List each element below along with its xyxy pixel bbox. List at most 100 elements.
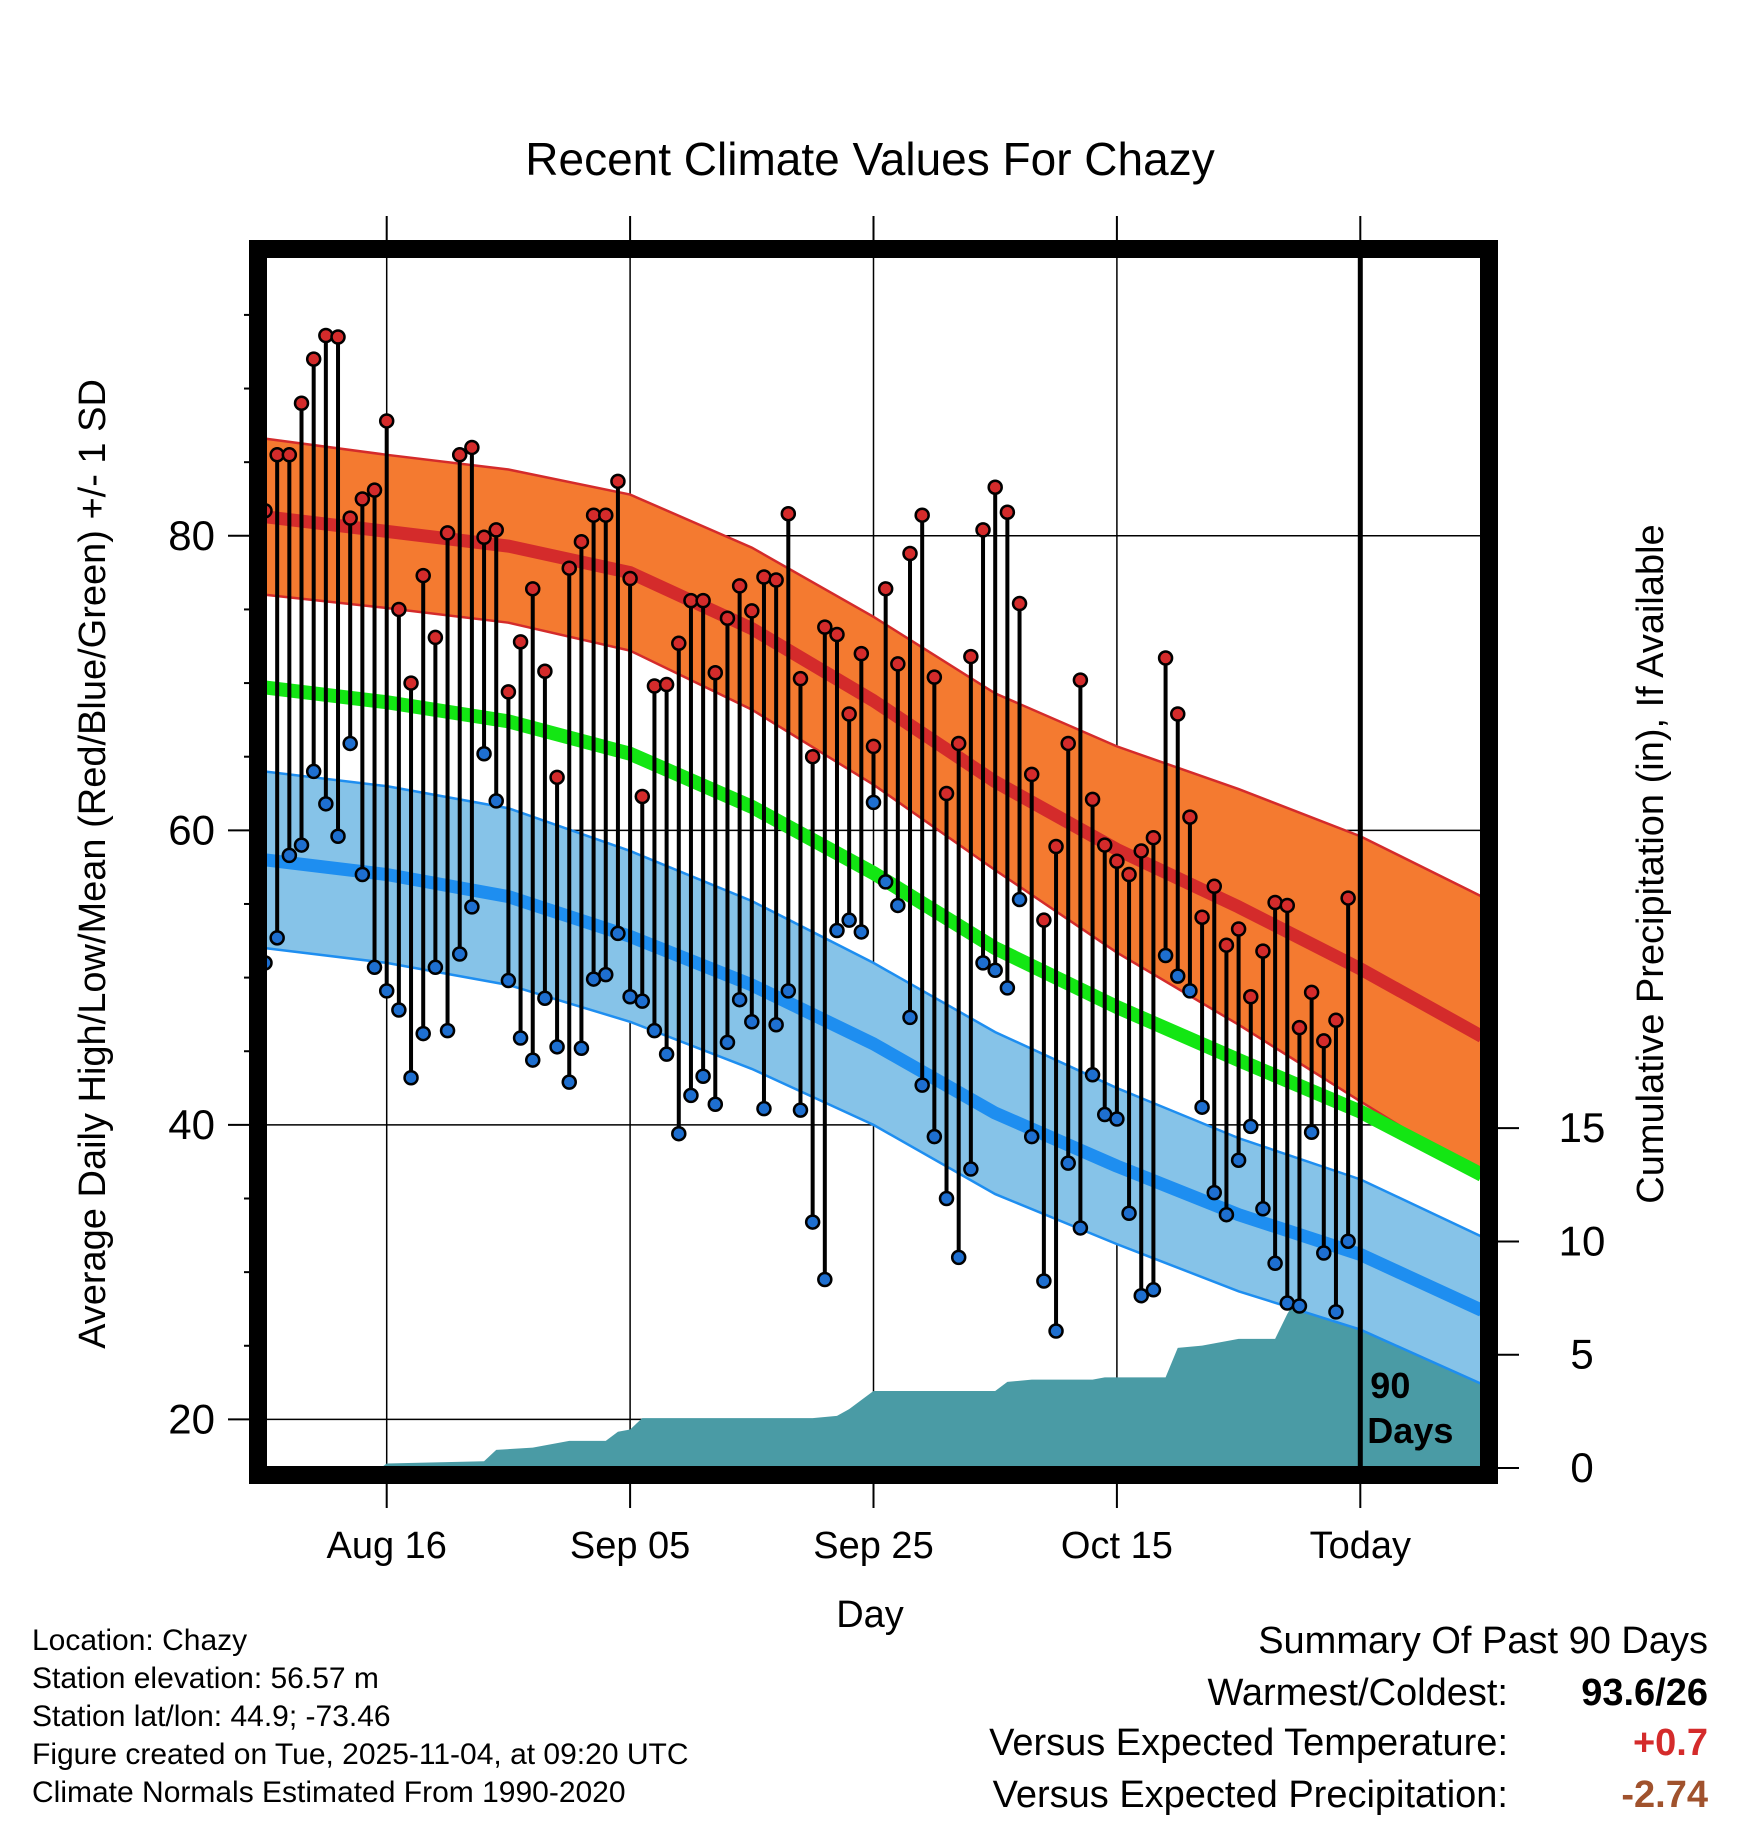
summary-warmest-coldest: Warmest/Coldest: 93.6/26 [1207, 1672, 1708, 1715]
high-marker [1194, 909, 1210, 925]
high-marker [451, 447, 468, 463]
high-marker [877, 581, 894, 597]
high-marker [318, 327, 334, 344]
x-tick-label: Sep 05 [570, 1525, 690, 1567]
low-marker [1023, 1128, 1040, 1145]
summary-precipitation: Versus Expected Precipitation: -2.74 [993, 1774, 1708, 1817]
axes: Aug 16 Sep 05 Sep 25 Oct 15 Today 20 40 60 80 0 5 1… [168, 216, 1605, 1567]
high-marker [719, 610, 736, 627]
high-marker [829, 626, 845, 643]
high-marker [1316, 1033, 1332, 1049]
low-marker [768, 1016, 784, 1033]
high-marker [902, 545, 918, 562]
high-marker [1023, 766, 1040, 783]
mean-normal-line [265, 680, 1482, 1182]
high-marker [1096, 837, 1113, 853]
high-marker [768, 572, 784, 588]
precip-area [265, 1291, 1482, 1468]
high-marker [671, 635, 687, 652]
temp-label: Versus Expected Temperature: [989, 1722, 1508, 1764]
high-normal-line [265, 510, 1482, 1043]
low-marker [829, 922, 845, 939]
low-marker [1145, 1282, 1162, 1298]
low-marker [549, 1039, 565, 1055]
high-marker [293, 395, 310, 412]
high-upper-edge [265, 437, 1482, 898]
low-marker [634, 993, 651, 1009]
low-marker [269, 930, 285, 946]
precip-value: -2.74 [1621, 1774, 1708, 1816]
y2-tick-label: 15 [1559, 1104, 1606, 1151]
y-tick-label: 80 [168, 512, 215, 559]
low-marker [780, 983, 797, 999]
low-marker [524, 1052, 541, 1068]
x-tick-label: Sep 25 [813, 1525, 933, 1567]
low-marker [1316, 1245, 1332, 1261]
high-marker [573, 533, 590, 550]
latlon-text: Station lat/lon: 44.9; -73.46 [32, 1700, 391, 1733]
low-marker [464, 899, 480, 915]
high-marker [792, 670, 809, 687]
low-marker [1243, 1118, 1259, 1135]
low-marker [378, 983, 395, 999]
period-label-line2: Days [1367, 1410, 1453, 1451]
low-marker [890, 897, 906, 914]
low-marker [1170, 968, 1186, 984]
high-marker [1145, 829, 1162, 846]
low-marker [817, 1271, 833, 1288]
low-marker [1328, 1304, 1344, 1320]
created-text: Figure created on Tue, 2025-11-04, at 09… [32, 1738, 689, 1771]
high-marker [1121, 866, 1137, 883]
low-marker [366, 959, 383, 976]
low-marker [1060, 1155, 1076, 1171]
low-marker [1291, 1298, 1308, 1314]
high-marker [598, 507, 614, 523]
high-marker [1084, 791, 1101, 808]
high-marker [1170, 706, 1186, 722]
chart-title: Recent Climate Values For Chazy [525, 133, 1214, 185]
y2-axis-label: Cumulative Precipitation (in), If Availa… [1630, 524, 1672, 1203]
precip-label: Versus Expected Precipitation: [992, 1774, 1508, 1816]
high-marker [366, 482, 383, 498]
high-marker [561, 560, 577, 576]
low-marker [610, 925, 626, 942]
elevation-text: Station elevation: 56.57 m [32, 1662, 379, 1695]
high-marker [744, 603, 760, 619]
high-marker [403, 675, 419, 691]
low-marker [1048, 1323, 1064, 1339]
warmest-value: 93.6 [1581, 1672, 1656, 1714]
x-tick-label: Today [1310, 1525, 1411, 1567]
high-marker [1048, 838, 1064, 855]
high-marker [342, 510, 358, 526]
low-marker [658, 1046, 675, 1062]
high-marker [1328, 1012, 1344, 1029]
low-marker [1011, 891, 1028, 908]
high-marker [634, 788, 651, 805]
high-marker [1218, 937, 1235, 953]
low-upper-edge [265, 770, 1482, 1238]
low-marker [914, 1077, 930, 1093]
high-marker [305, 351, 322, 367]
high-marker [1036, 912, 1052, 928]
y-tick-label: 20 [168, 1395, 215, 1442]
low-marker [999, 980, 1016, 996]
low-marker [1182, 983, 1198, 999]
low-marker [975, 955, 991, 971]
summary-heading: Summary Of Past 90 Days [1258, 1620, 1708, 1662]
high-marker [1279, 897, 1296, 914]
y2-tick-label: 10 [1559, 1217, 1606, 1264]
low-marker [451, 946, 468, 962]
high-marker [853, 645, 870, 662]
high-marker [817, 619, 833, 635]
high-marker [1109, 853, 1125, 870]
high-marker [537, 663, 553, 680]
high-marker [330, 329, 346, 345]
low-marker [683, 1087, 699, 1104]
summary-temperature: Versus Expected Temperature: +0.7 [989, 1722, 1708, 1765]
high-marker [378, 413, 395, 429]
high-marker [1060, 735, 1076, 752]
low-marker [1255, 1201, 1271, 1217]
high-marker [476, 529, 492, 546]
daily-markers [265, 327, 1356, 1339]
low-marker [598, 966, 614, 983]
